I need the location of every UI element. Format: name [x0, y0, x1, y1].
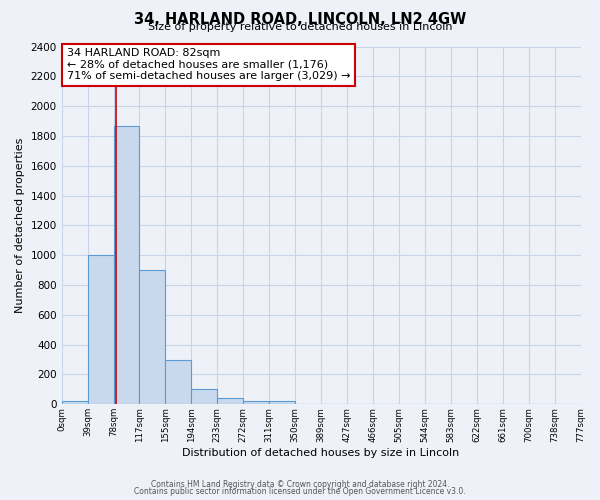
Text: 34, HARLAND ROAD, LINCOLN, LN2 4GW: 34, HARLAND ROAD, LINCOLN, LN2 4GW	[134, 12, 466, 28]
Bar	[217, 398, 243, 404]
Bar	[88, 255, 113, 404]
Text: Contains public sector information licensed under the Open Government Licence v3: Contains public sector information licen…	[134, 487, 466, 496]
Bar	[191, 390, 217, 404]
Bar	[269, 402, 295, 404]
Text: Size of property relative to detached houses in Lincoln: Size of property relative to detached ho…	[148, 22, 452, 32]
X-axis label: Distribution of detached houses by size in Lincoln: Distribution of detached houses by size …	[182, 448, 460, 458]
Bar	[243, 400, 269, 404]
Bar	[62, 402, 88, 404]
Text: 34 HARLAND ROAD: 82sqm
← 28% of detached houses are smaller (1,176)
71% of semi-: 34 HARLAND ROAD: 82sqm ← 28% of detached…	[67, 48, 350, 82]
Bar	[113, 126, 139, 404]
Y-axis label: Number of detached properties: Number of detached properties	[15, 138, 25, 313]
Bar	[139, 270, 166, 404]
Text: Contains HM Land Registry data © Crown copyright and database right 2024.: Contains HM Land Registry data © Crown c…	[151, 480, 449, 489]
Bar	[166, 360, 191, 405]
